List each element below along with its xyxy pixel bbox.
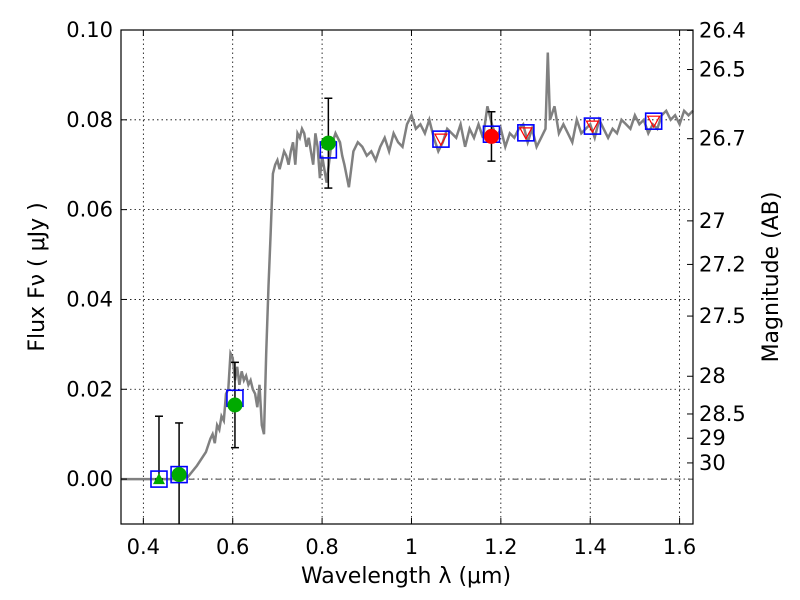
magnitude-tick-label: 28.5 (699, 402, 746, 426)
model-photometry-square (644, 112, 663, 130)
model-photometry-square (583, 117, 602, 135)
y-axis-label: Flux Fν ( μJy ) (25, 202, 50, 351)
y-tick-label: 0.10 (66, 18, 113, 42)
magnitude-tick-label: 26.5 (699, 58, 746, 82)
axis-ticks: 0.4 0.6 0.8 1 1.2 1.4 1.6 0.00 0.02 0.04 0.06 0.08 0… (66, 18, 746, 559)
magnitude-axis-label: Magnitude (AB) (759, 192, 784, 363)
x-tick-label: 1 (405, 535, 418, 559)
magnitude-tick-label: 26.4 (699, 18, 746, 42)
model-photometry-square (432, 130, 450, 148)
model-photometry-square (150, 470, 168, 488)
magnitude-tick-label: 26.7 (699, 127, 746, 151)
magnitude-tick-label: 29 (699, 426, 726, 450)
near-ir-limit-triangle (518, 127, 533, 141)
observed-optical-point (320, 135, 336, 151)
model-spectrum-line (121, 52, 694, 481)
y-tick-label: 0.00 (66, 467, 113, 491)
y-tick-label: 0.08 (66, 108, 113, 132)
x-tick-label: 1.4 (574, 535, 607, 559)
magnitude-tick-label: 27.5 (699, 304, 746, 328)
near-ir-limit-triangle (585, 120, 600, 134)
model-photometry-square (517, 124, 535, 142)
near-ir-limit-triangle (646, 115, 661, 129)
y-tick-label: 0.06 (66, 198, 113, 222)
observed-nir-point (483, 128, 499, 144)
x-axis-label: Wavelength λ (μm) (301, 564, 511, 589)
model-photometry-square (170, 465, 188, 484)
y-tick-label: 0.04 (66, 287, 113, 311)
magnitude-tick-label: 28 (699, 364, 726, 388)
magnitude-tick-label: 27.2 (699, 252, 746, 276)
x-tick-label: 1.2 (484, 535, 517, 559)
x-tick-label: 0.6 (216, 535, 249, 559)
x-tick-label: 0.8 (305, 535, 338, 559)
data-marks (150, 97, 663, 524)
magnitude-tick-label: 30 (699, 451, 726, 475)
magnitude-tick-label: 27 (699, 209, 726, 233)
observed-optical-triangle (152, 473, 165, 485)
plot-frame (120, 29, 694, 525)
observed-optical-point (171, 467, 187, 483)
x-tick-label: 1.6 (663, 535, 696, 559)
observed-optical-point (227, 397, 243, 413)
y-tick-label: 0.02 (66, 377, 113, 401)
near-ir-limit-triangle (433, 133, 448, 147)
x-tick-label: 0.4 (127, 535, 160, 559)
